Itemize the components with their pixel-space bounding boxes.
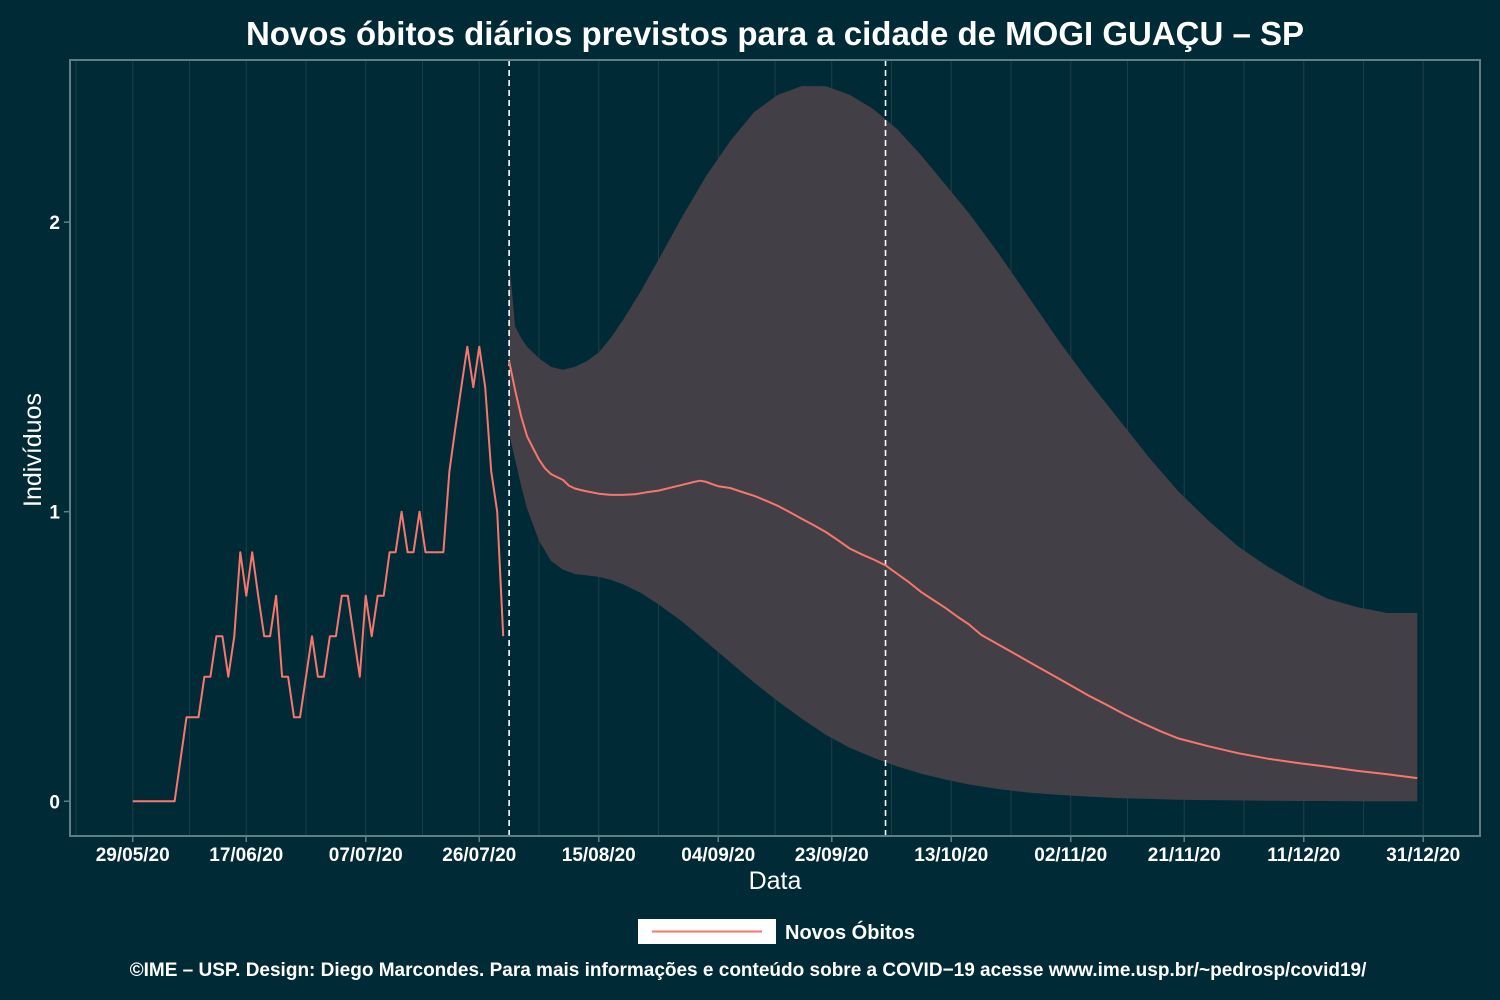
x-tick-label: 26/07/20 (442, 845, 516, 866)
y-axis-title: Indivíduos (19, 393, 47, 507)
x-tick-label: 02/11/20 (1034, 845, 1107, 866)
x-tick-label: 21/11/20 (1148, 845, 1221, 866)
caption: ©IME – USP. Design: Diego Marcondes. Par… (130, 960, 1367, 981)
x-tick-label: 07/07/20 (329, 845, 403, 866)
x-tick-label: 04/09/20 (681, 845, 755, 866)
y-tick-label: 2 (49, 213, 60, 234)
legend-label: Novos Óbitos (785, 920, 915, 944)
x-axis-title: Data (749, 867, 802, 895)
x-tick-label: 31/12/20 (1386, 845, 1460, 866)
x-tick-label: 23/09/20 (795, 845, 869, 866)
x-tick-label: 17/06/20 (209, 845, 283, 866)
x-tick-label: 13/10/20 (914, 845, 988, 866)
x-tick-label: 11/12/20 (1267, 845, 1340, 866)
x-tick-label: 29/05/20 (96, 845, 170, 866)
y-tick-label: 1 (49, 503, 60, 524)
chart-title: Novos óbitos diários previstos para a ci… (246, 15, 1304, 52)
x-tick-label: 15/08/20 (562, 845, 636, 866)
y-tick-label: 0 (49, 792, 60, 813)
